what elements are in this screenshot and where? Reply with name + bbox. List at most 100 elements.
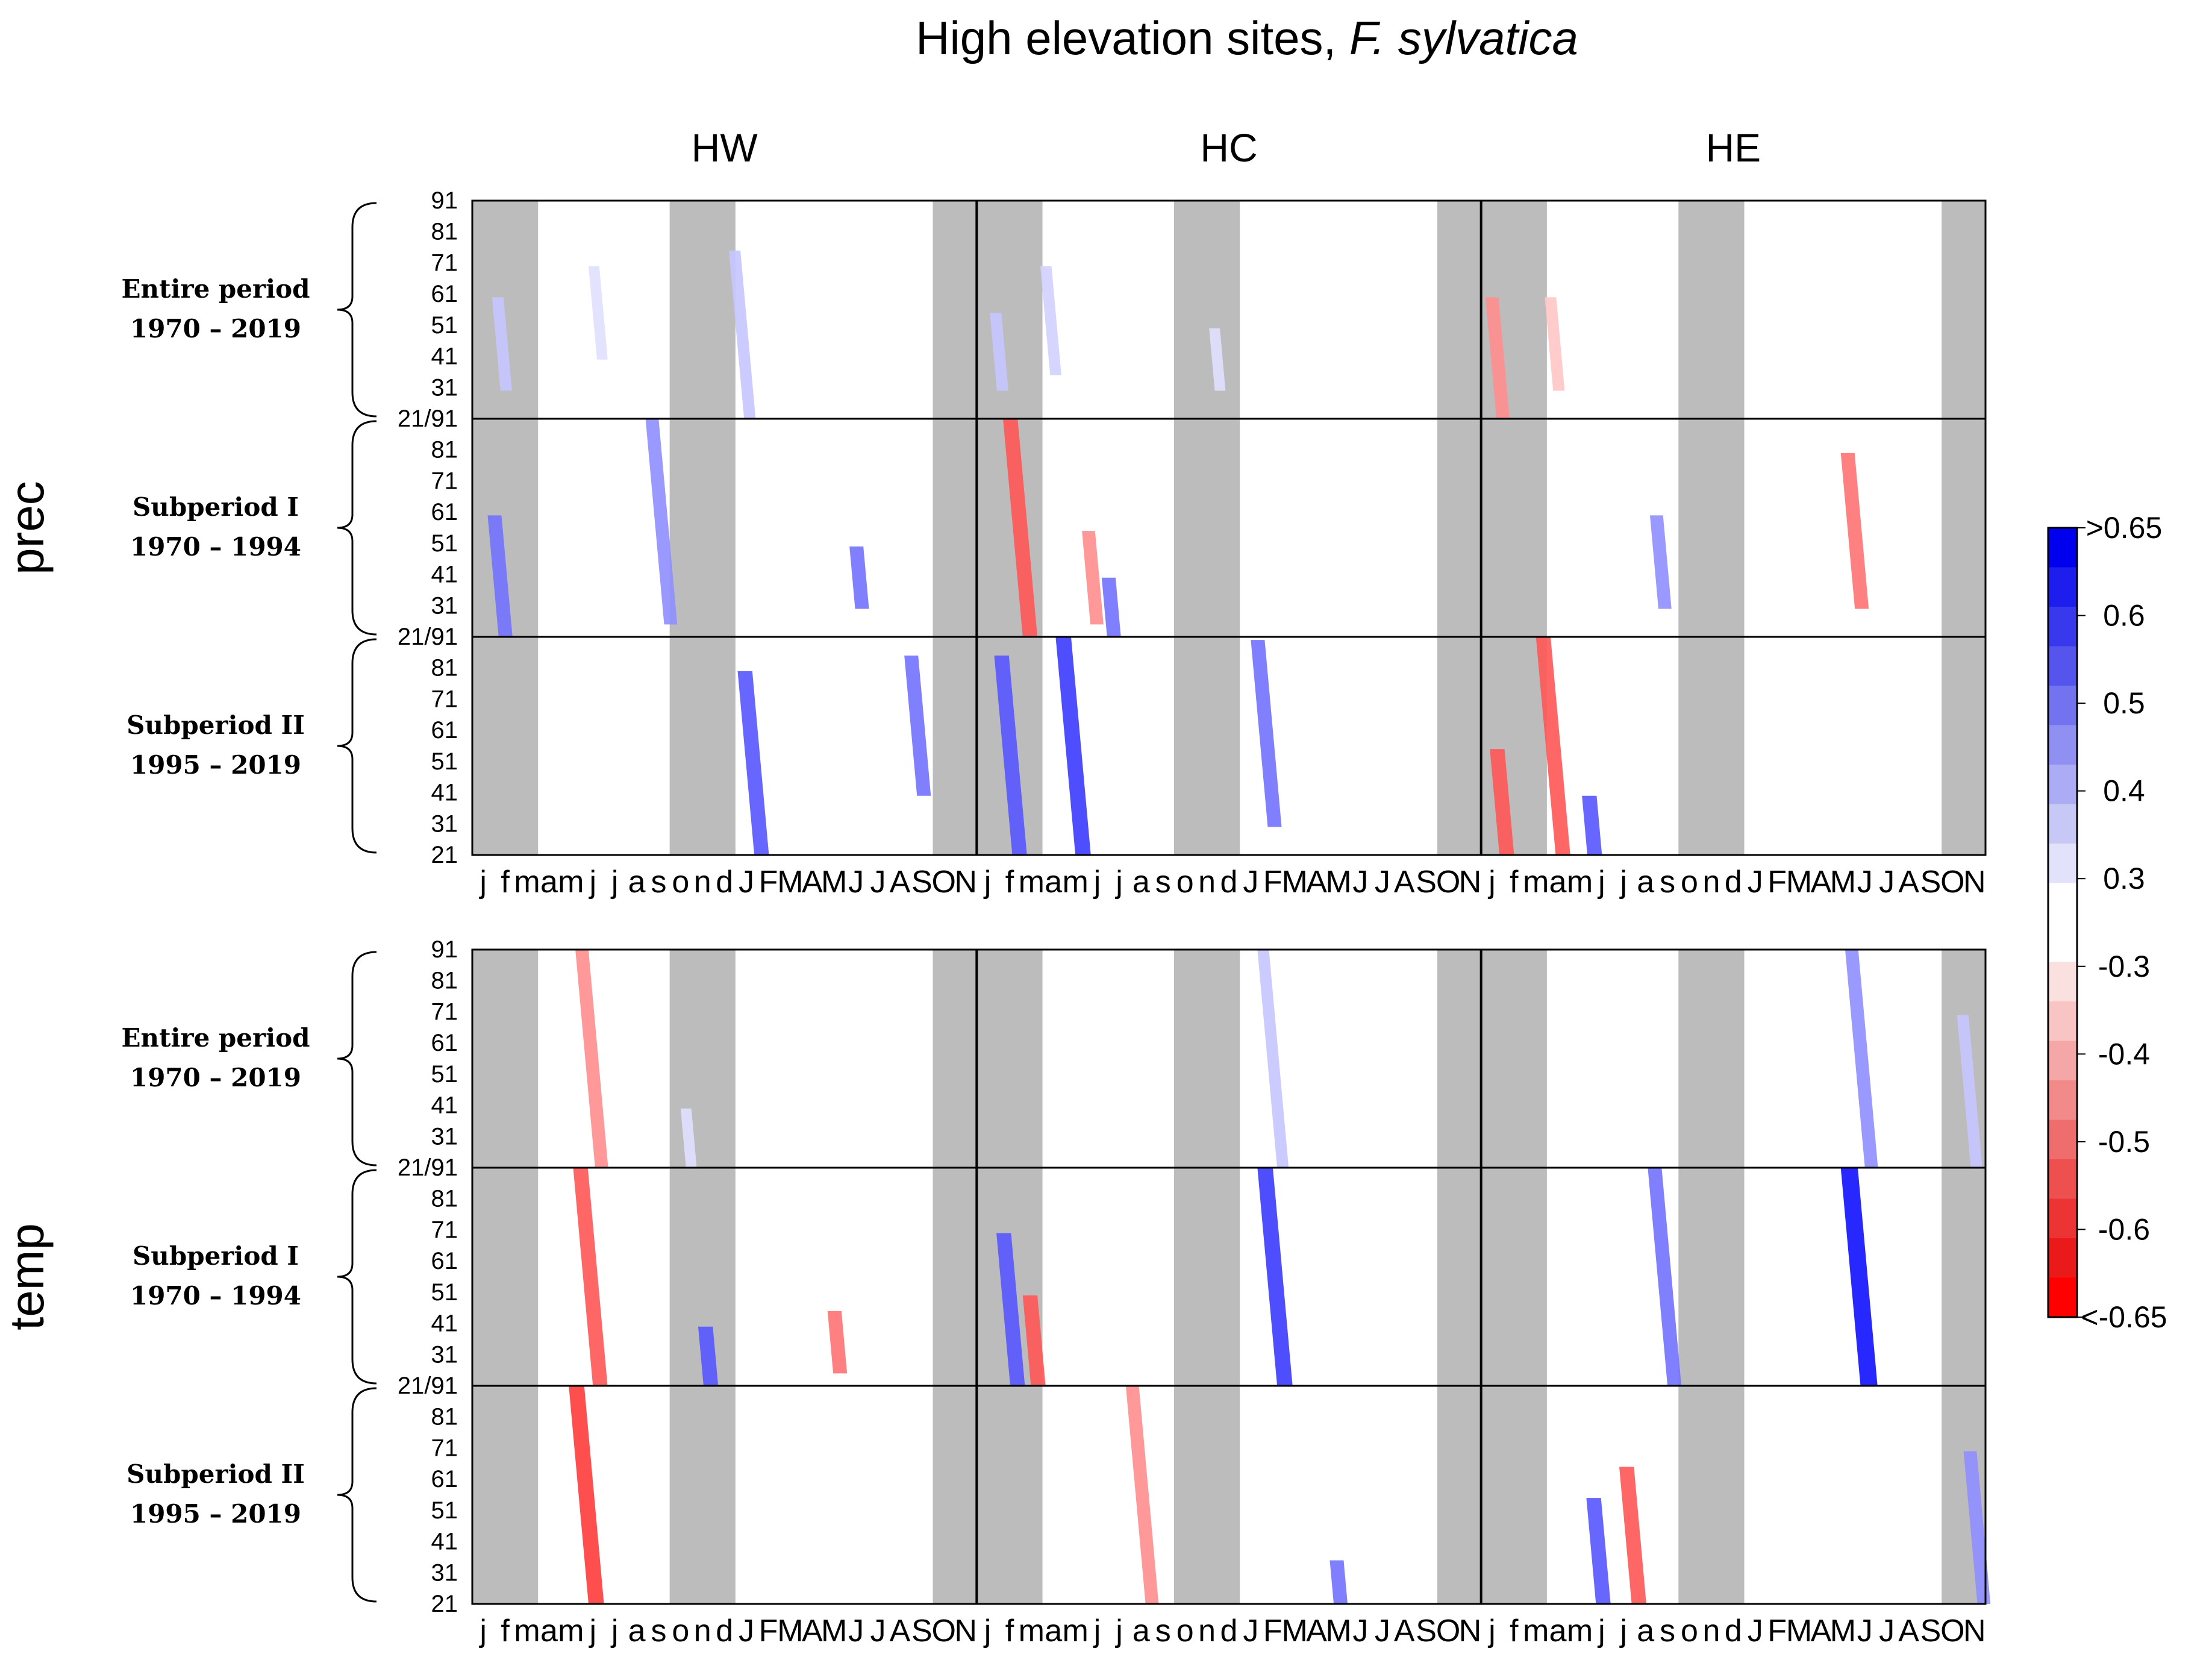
- correlation-streak: [994, 656, 1027, 855]
- grey-band: [1942, 201, 1985, 855]
- month-label: J: [1748, 865, 1763, 900]
- month-label: m: [1062, 1614, 1088, 1649]
- grey-month-bands: [472, 201, 1985, 1604]
- month-label: S: [911, 1614, 933, 1649]
- grey-band: [933, 950, 977, 1604]
- month-label: o: [1681, 1614, 1698, 1649]
- correlation-streak: [487, 515, 513, 637]
- y-tick-label: 51: [431, 312, 458, 339]
- month-label: j: [478, 865, 487, 900]
- grey-band: [472, 201, 539, 855]
- colorbar-segment: [2048, 567, 2077, 607]
- correlation-streak: [1082, 531, 1104, 625]
- y-tick-label: 41: [431, 1529, 458, 1555]
- grey-band: [669, 201, 736, 855]
- correlation-streak: [728, 250, 756, 419]
- correlation-streak: [1022, 1295, 1046, 1386]
- month-label: m: [1019, 865, 1045, 900]
- month-label: s: [1155, 865, 1171, 900]
- month-label: n: [694, 865, 711, 900]
- correlation-streak: [1055, 637, 1091, 855]
- colorbar-segment: [2048, 1277, 2077, 1318]
- y-tick-label: 91: [431, 187, 458, 214]
- y-tick-label: 81: [431, 968, 458, 994]
- correlation-streak: [1125, 1386, 1159, 1604]
- month-label: m: [1523, 865, 1549, 900]
- month-label: f: [1510, 865, 1519, 900]
- colorbar-label: <-0.65: [2081, 1300, 2167, 1334]
- y-tick-label: 91: [431, 936, 458, 963]
- period-years: 1970 – 1994: [130, 532, 301, 562]
- chart-title-text: High elevation sites,: [916, 11, 1349, 64]
- colorbar-segment: [2048, 1041, 2077, 1081]
- month-label: J: [848, 865, 864, 900]
- month-label: F: [1263, 1614, 1283, 1649]
- month-label: M: [1786, 865, 1812, 900]
- month-label: S: [1416, 1614, 1437, 1649]
- colorbar-segment: [2048, 765, 2077, 804]
- month-label: f: [1005, 1614, 1014, 1649]
- month-label: J: [1243, 1614, 1258, 1649]
- correlation-streak: [737, 671, 769, 855]
- month-label: o: [1176, 865, 1194, 900]
- month-label: S: [1920, 1614, 1942, 1649]
- y-tick-label: 51: [431, 1279, 458, 1306]
- column-header: HE: [1705, 125, 1761, 170]
- correlation-streak: [1649, 515, 1672, 609]
- column-header: HC: [1200, 125, 1257, 170]
- month-label: J: [848, 1614, 864, 1649]
- correlation-streak: [1840, 452, 1869, 609]
- y-tick-label: 61: [431, 1248, 458, 1274]
- colorbar-segment: [2048, 1238, 2077, 1278]
- month-label: m: [558, 1614, 584, 1649]
- month-label: M: [1325, 1614, 1351, 1649]
- correlation-streak: [1957, 1015, 1982, 1168]
- month-label: N: [954, 1614, 977, 1649]
- grey-band: [1437, 201, 1481, 855]
- chart-title-species: F. sylvatica: [1349, 11, 1578, 64]
- y-tick-label: 21/91: [398, 1373, 458, 1399]
- colorbar-segment: [2048, 528, 2077, 568]
- month-label: M: [777, 865, 803, 900]
- month-label: N: [1963, 865, 1986, 900]
- month-label: M: [821, 865, 847, 900]
- month-label: f: [501, 1614, 510, 1649]
- month-label: A: [802, 865, 823, 900]
- month-label: M: [1830, 865, 1856, 900]
- month-label: s: [1155, 1614, 1171, 1649]
- variable-label: prec: [0, 481, 54, 575]
- y-tick-label: 71: [431, 1435, 458, 1461]
- period-years: 1995 – 2019: [130, 1499, 301, 1529]
- y-tick-label: 81: [431, 1186, 458, 1212]
- grey-band: [1173, 950, 1240, 1604]
- colorbar-label: 0.6: [2103, 599, 2145, 633]
- correlation-streak: [996, 1233, 1025, 1386]
- y-tick-label: 71: [431, 686, 458, 712]
- month-label: d: [716, 865, 733, 900]
- month-label: A: [1811, 865, 1832, 900]
- month-label: J: [739, 865, 754, 900]
- month-label: M: [821, 1614, 847, 1649]
- colorbar-segment: [2048, 646, 2077, 686]
- y-tick-label: 61: [431, 499, 458, 525]
- month-label: j: [1619, 865, 1628, 900]
- month-label: O: [1940, 865, 1964, 900]
- y-tick-label: 61: [431, 717, 458, 744]
- colorbar-segment: [2048, 1080, 2077, 1120]
- month-label: o: [672, 865, 689, 900]
- colorbar-label: >0.65: [2086, 511, 2163, 545]
- month-label: a: [1549, 865, 1567, 900]
- colorbar-segment: [2048, 962, 2077, 1002]
- month-label: j: [588, 1614, 596, 1649]
- month-label: A: [1394, 865, 1415, 900]
- period-brace: [337, 420, 377, 636]
- month-label: J: [1243, 865, 1258, 900]
- period-name: Subperiod II: [127, 1459, 305, 1489]
- correlation-streak: [1490, 749, 1514, 855]
- month-label: s: [1660, 865, 1675, 900]
- y-tick-label: 61: [431, 281, 458, 307]
- period-years: 1970 – 2019: [130, 314, 301, 343]
- colorbar-label: 0.4: [2103, 774, 2145, 808]
- month-label: J: [1879, 865, 1895, 900]
- correlation-streak: [1582, 795, 1602, 855]
